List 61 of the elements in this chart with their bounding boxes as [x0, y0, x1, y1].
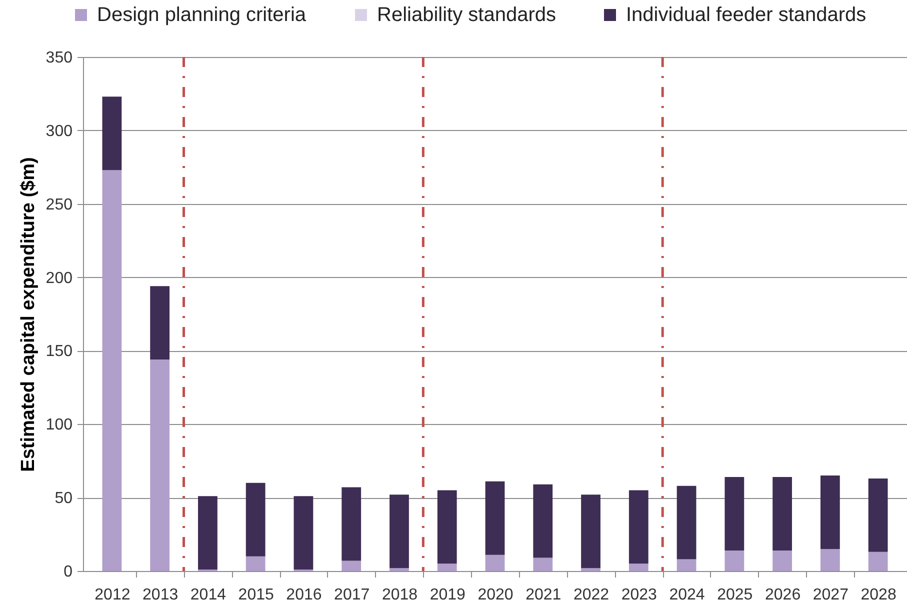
x-tick-label: 2026 [764, 586, 801, 604]
x-tick-label: 2015 [238, 586, 274, 604]
bar [533, 558, 553, 571]
bar [485, 481, 505, 555]
y-tick-label: 300 [46, 122, 73, 140]
bar [246, 482, 266, 556]
bar [342, 560, 362, 571]
x-tick-label: 2027 [812, 586, 849, 604]
bar [246, 556, 266, 571]
x-tick-label: 2019 [430, 586, 466, 604]
bar [772, 550, 792, 571]
bar [437, 564, 457, 571]
y-tick-label: 250 [46, 196, 73, 214]
bar [390, 568, 409, 571]
bar [628, 564, 648, 571]
x-tick-label: 2018 [382, 586, 418, 604]
bar [724, 550, 744, 571]
x-tick-label: 2025 [717, 586, 753, 604]
bar [102, 96, 122, 170]
bar [628, 490, 648, 564]
x-tick-label: 2017 [334, 586, 370, 604]
x-tick-label: 2016 [286, 586, 322, 604]
y-tick-label: 200 [46, 270, 73, 287]
bar [581, 568, 600, 571]
legend-label: Reliability standards [377, 4, 556, 26]
bar [102, 170, 122, 571]
x-tick-label: 2024 [669, 586, 705, 604]
y-axis-title: Estimated capital expenditure ($m) [18, 157, 39, 472]
x-tick-label: 2014 [190, 586, 226, 604]
bar [724, 477, 744, 550]
bar [820, 476, 840, 549]
bar [676, 559, 696, 571]
bar [437, 490, 457, 564]
x-tick-label: 2028 [860, 586, 896, 604]
y-tick-label: 150 [46, 343, 73, 360]
x-tick-label: 2020 [478, 586, 514, 604]
bar [772, 477, 792, 550]
legend-label: Design planning criteria [97, 4, 307, 26]
x-tick-label: 2022 [573, 586, 610, 604]
bar [820, 548, 840, 571]
bar [868, 552, 888, 571]
y-tick-label: 50 [54, 490, 73, 508]
bar [868, 478, 888, 552]
x-tick-label: 2023 [621, 586, 658, 604]
y-tick-label: 0 [64, 564, 73, 580]
bar [676, 486, 696, 560]
y-tick-label: 100 [46, 416, 73, 434]
x-tick-label: 2021 [526, 586, 562, 604]
x-tick-label: 2012 [94, 586, 130, 604]
bar [150, 286, 170, 360]
x-tick-label: 2013 [142, 586, 178, 604]
bar [150, 360, 170, 571]
legend-label: Individual feeder standards [626, 4, 866, 26]
bar [294, 496, 314, 570]
bar [390, 494, 409, 568]
bar [581, 494, 600, 568]
bar [342, 487, 362, 561]
bar [533, 484, 553, 558]
y-tick-label: 350 [46, 50, 73, 66]
bar [198, 496, 218, 570]
bar [485, 554, 505, 571]
